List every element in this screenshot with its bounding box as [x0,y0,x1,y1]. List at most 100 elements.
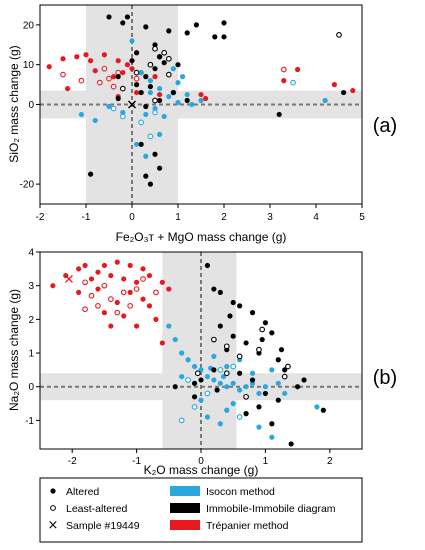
data-point-immobile-filled [230,333,236,339]
sample-19449-marker [128,100,136,109]
shade-vertical-band [162,252,237,449]
data-point-isocon-filled [198,97,204,104]
data-point-trepanier-filled [153,316,159,322]
data-point-isocon-filled [243,384,249,390]
data-point-immobile-filled [211,367,217,373]
data-point-isocon-filled [179,373,185,380]
data-point-trepanier-filled [121,313,127,319]
data-point-isocon-filled [179,350,185,356]
data-point-immobile-open [281,373,288,380]
sample-19449-marker [64,274,73,283]
y-tick-label: 3 [28,281,34,292]
data-point-immobile-filled [170,89,176,96]
data-point-trepanier-filled [60,56,66,62]
data-point-trepanier-filled [101,262,107,269]
data-point-immobile-filled [295,384,301,390]
legend-isocon-label: Isocon method [206,486,275,498]
data-point-immobile-filled [143,173,149,179]
data-point-trepanier-open [82,306,88,313]
data-point-isocon-filled [184,91,190,98]
data-point-trepanier-filled [146,272,153,279]
data-point-immobile-filled [301,377,307,383]
x-tick-label: 4 [313,212,319,223]
data-point-trepanier-filled [65,85,71,92]
data-point-isocon-open [119,113,126,120]
data-point-trepanier-filled [350,87,356,94]
data-point-trepanier-filled [134,279,140,285]
data-point-isocon-open [290,79,296,86]
data-point-trepanier-open [96,79,103,86]
x-tick-label: -2 [68,456,77,467]
data-point-immobile-open [223,343,230,350]
data-point-trepanier-filled [74,54,80,60]
data-point-trepanier-filled [82,262,88,269]
data-point-isocon-filled [157,85,163,92]
data-point-isocon-filled [189,101,195,108]
data-point-trepanier-filled [95,269,101,275]
y-axis-label: SiO₂ mass change (g) [7,45,21,162]
data-point-isocon-filled [161,113,167,120]
data-point-immobile-filled [143,74,149,80]
data-point-trepanier-filled [88,58,94,64]
data-point-isocon-filled [138,70,144,76]
data-point-trepanier-filled [198,91,204,98]
data-point-immobile-filled [259,336,265,343]
data-point-immobile-filled [138,141,144,147]
data-point-immobile-open [236,353,243,360]
data-point-immobile-filled [147,181,153,187]
data-point-isocon-filled [172,336,178,343]
legend-trepanier-label: Trépanier method [206,520,289,532]
data-point-isocon-filled [224,363,230,370]
data-point-immobile-open [165,71,172,78]
data-point-immobile-filled [211,286,217,292]
data-point-immobile-open [223,370,230,377]
data-point-trepanier-open [82,279,88,286]
legend-immobile-swatch [170,503,200,513]
data-point-immobile-filled [124,14,130,20]
data-point-immobile-filled [193,22,199,28]
data-point-trepanier-filled [129,66,135,72]
x-axis-label: Fe₂O₃ᴛ + MgO mass change (g) [116,230,287,244]
y-tick-label: 2 [28,315,34,326]
data-point-immobile-filled [184,30,190,36]
x-axis-label: K₂O mass change (g) [144,463,259,477]
data-point-trepanier-open [101,65,108,72]
data-point-trepanier-filled [140,266,146,272]
y-tick-label: 4 [28,248,34,259]
data-point-immobile-filled [288,441,294,447]
data-point-immobile-filled [157,165,163,171]
data-point-immobile-filled [120,20,126,26]
data-point-immobile-open [256,346,262,353]
data-point-isocon-filled [204,373,211,380]
data-point-isocon-filled [120,109,126,116]
data-point-immobile-filled [256,404,262,410]
x-tick-label: -2 [36,212,45,223]
data-point-immobile-open [243,393,249,400]
data-point-trepanier-filled [114,259,120,265]
data-point-immobile-filled [161,60,167,66]
data-point-trepanier-filled [108,323,114,329]
x-tick-label: 2 [221,212,227,223]
data-point-trepanier-filled [101,52,107,58]
legend-altered-label: Altered [66,486,99,498]
data-point-trepanier-filled [101,310,107,316]
x-tick-label: -1 [132,456,141,467]
legend: Altered Least-altered × Sample #19449 Is… [39,477,363,543]
data-point-trepanier-filled [127,262,133,269]
data-point-isocon-filled [170,66,176,72]
data-point-trepanier-filled [83,52,89,58]
data-point-trepanier-filled [88,276,95,282]
data-point-immobile-open [336,31,342,38]
data-point-immobile-filled [152,151,158,157]
legend-sample-label: Sample #19449 [66,520,140,532]
data-point-trepanier-open [107,296,114,302]
data-point-isocon-filled [152,105,158,112]
data-point-trepanier-filled [46,64,52,70]
data-point-trepanier-open [120,289,127,296]
data-point-isocon-filled [106,103,112,110]
data-point-immobile-open [165,55,172,62]
data-point-immobile-open [119,85,126,92]
data-point-immobile-filled [115,74,121,80]
data-point-trepanier-filled [50,283,56,289]
